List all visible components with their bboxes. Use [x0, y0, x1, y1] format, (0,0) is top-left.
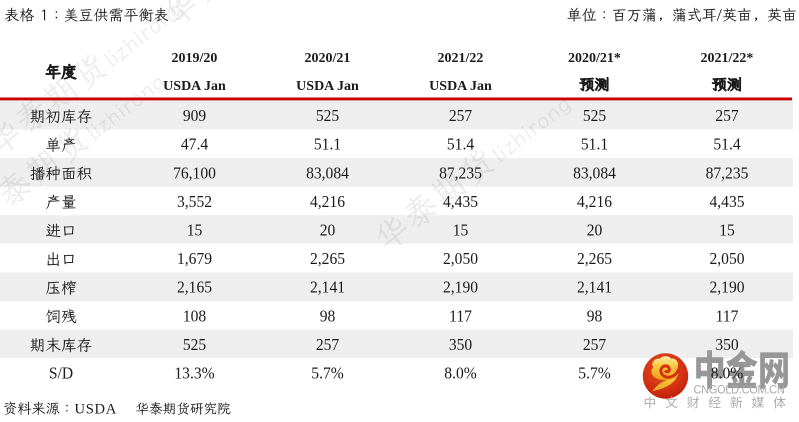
svg-text:15: 15	[187, 222, 203, 239]
svg-text:USDA: USDA	[75, 401, 118, 417]
svg-text:257: 257	[449, 108, 472, 125]
svg-text:USDA Jan: USDA Jan	[163, 79, 226, 94]
svg-text:4,435: 4,435	[709, 194, 744, 211]
svg-text:47.4: 47.4	[181, 136, 208, 153]
svg-text:51.1: 51.1	[314, 136, 341, 153]
svg-text:15: 15	[719, 222, 735, 239]
svg-text:83,084: 83,084	[573, 165, 616, 182]
svg-text:3,552: 3,552	[177, 194, 212, 211]
svg-text:2020/21*: 2020/21*	[568, 51, 621, 66]
svg-text:350: 350	[449, 337, 472, 354]
svg-text:525: 525	[583, 108, 606, 125]
svg-text:2,165: 2,165	[177, 279, 212, 296]
svg-text:8.0%: 8.0%	[444, 365, 476, 382]
svg-text:117: 117	[449, 308, 472, 325]
svg-text:350: 350	[715, 337, 738, 354]
svg-text:2,141: 2,141	[577, 279, 612, 296]
svg-text:257: 257	[715, 108, 738, 125]
svg-text:8.0%: 8.0%	[711, 365, 743, 382]
svg-text:2,141: 2,141	[310, 279, 345, 296]
svg-text:2,050: 2,050	[709, 251, 744, 268]
svg-text:2021/22*: 2021/22*	[701, 51, 754, 66]
svg-text:CNGOLD.COM.CN: CNGOLD.COM.CN	[694, 382, 785, 396]
svg-text:98: 98	[587, 308, 603, 325]
svg-text:15: 15	[453, 222, 469, 239]
svg-text:525: 525	[183, 337, 206, 354]
svg-text:2,190: 2,190	[443, 279, 478, 296]
svg-text:525: 525	[316, 108, 339, 125]
svg-text:5.7%: 5.7%	[578, 365, 610, 382]
svg-text:4,216: 4,216	[310, 194, 345, 211]
svg-text:117: 117	[716, 308, 739, 325]
svg-text:1,679: 1,679	[177, 251, 212, 268]
svg-text:83,084: 83,084	[306, 165, 349, 182]
svg-text:257: 257	[583, 337, 606, 354]
svg-text:2,265: 2,265	[310, 251, 345, 268]
svg-text:20: 20	[320, 222, 336, 239]
svg-text:S/D: S/D	[49, 365, 73, 382]
svg-text:51.1: 51.1	[581, 136, 608, 153]
svg-text:13.3%: 13.3%	[174, 365, 214, 382]
svg-text:4,216: 4,216	[577, 194, 612, 211]
svg-text:257: 257	[316, 337, 339, 354]
svg-text:2019/20: 2019/20	[172, 51, 218, 66]
svg-text:USDA Jan: USDA Jan	[429, 79, 492, 94]
svg-text:20: 20	[587, 222, 603, 239]
svg-text:909: 909	[183, 108, 206, 125]
svg-text:5.7%: 5.7%	[311, 365, 343, 382]
svg-text:51.4: 51.4	[713, 136, 740, 153]
svg-text:2,190: 2,190	[709, 279, 744, 296]
svg-text:4,435: 4,435	[443, 194, 478, 211]
svg-text:98: 98	[320, 308, 336, 325]
svg-text:2,050: 2,050	[443, 251, 478, 268]
svg-text:87,235: 87,235	[706, 165, 749, 182]
svg-text:USDA Jan: USDA Jan	[296, 79, 359, 94]
svg-text:108: 108	[183, 308, 206, 325]
svg-text:76,100: 76,100	[173, 165, 216, 182]
svg-text:51.4: 51.4	[447, 136, 474, 153]
svg-text:2020/21: 2020/21	[305, 51, 351, 66]
svg-text:87,235: 87,235	[439, 165, 482, 182]
svg-text:2021/22: 2021/22	[438, 51, 484, 66]
svg-text:2,265: 2,265	[577, 251, 612, 268]
